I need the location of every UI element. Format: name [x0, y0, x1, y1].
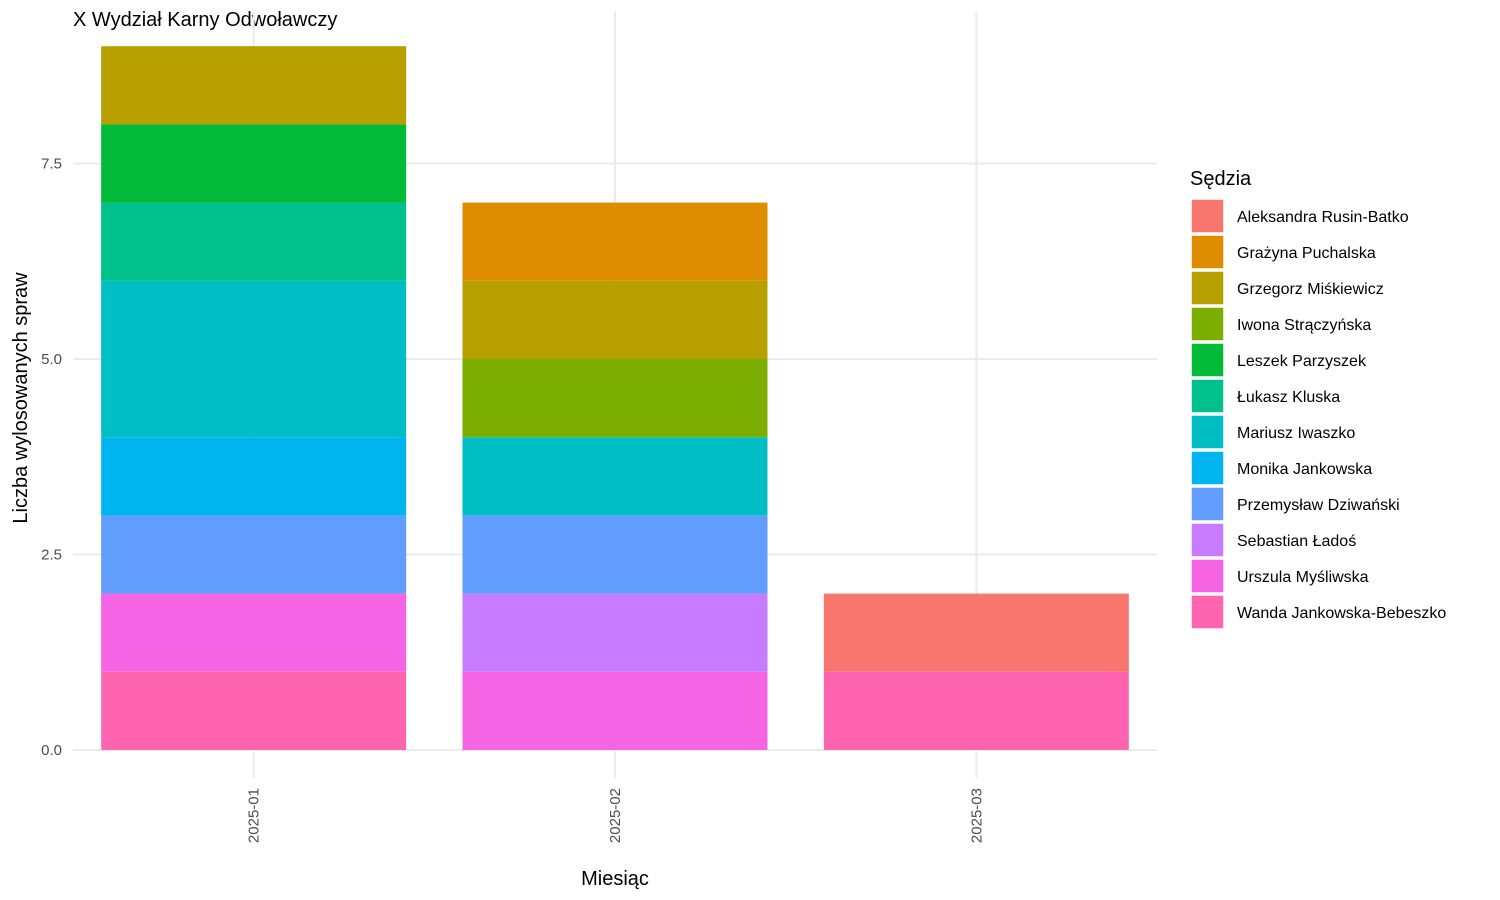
legend-label: Aleksandra Rusin-Batko — [1237, 209, 1409, 226]
legend-label: Grażyna Puchalska — [1237, 245, 1376, 262]
legend-key — [1190, 342, 1225, 378]
legend-key — [1190, 594, 1225, 630]
bar-segment — [462, 359, 768, 438]
legend-label: Urszula Myśliwska — [1237, 569, 1369, 586]
legend-label: Łukasz Kluska — [1237, 389, 1340, 406]
legend-label: Grzegorz Miśkiewicz — [1237, 281, 1384, 298]
x-tick-label: 2025-03 — [968, 788, 985, 843]
legend-key — [1190, 270, 1225, 306]
legend-key — [1190, 198, 1225, 234]
legend: Sędzia Aleksandra Rusin-Batko Grażyna Puc… — [1190, 168, 1446, 630]
bar-segment — [462, 593, 768, 672]
bar-segment — [101, 202, 407, 281]
legend-label: Wanda Jankowska-Bebeszko — [1237, 605, 1446, 622]
x-axis: 2025-01 2025-02 2025-03 — [246, 788, 986, 843]
bar-segment — [462, 515, 768, 594]
legend-label: Iwona Strączyńska — [1237, 317, 1371, 334]
x-tick-label: 2025-02 — [607, 788, 624, 843]
bar-segment — [101, 515, 407, 594]
bar-segment — [823, 671, 1129, 750]
y-axis-title: Liczba wylosowanych spraw — [10, 272, 32, 524]
legend-key — [1190, 522, 1225, 558]
bar-segment — [462, 671, 768, 750]
legend-label: Leszek Parzyszek — [1237, 353, 1367, 370]
legend-key — [1190, 234, 1225, 270]
legend-label: Przemysław Dziwański — [1237, 497, 1400, 514]
chart-title: X Wydział Karny Odwoławczy — [73, 9, 337, 31]
bar-segment — [101, 280, 407, 438]
y-tick-label: 5.0 — [41, 351, 62, 368]
bars — [101, 46, 1129, 750]
bar-segment — [462, 280, 768, 359]
y-tick-label: 2.5 — [41, 547, 62, 564]
legend-title: Sędzia — [1190, 168, 1252, 190]
x-axis-title: Miesiąc — [581, 868, 649, 890]
bar-segment — [823, 593, 1129, 672]
bar-segment — [101, 671, 407, 750]
y-axis: 0.0 2.5 5.0 7.5 — [41, 156, 62, 760]
legend-key — [1190, 558, 1225, 594]
bar-segment — [101, 593, 407, 672]
legend-label: Sebastian Ładoś — [1237, 533, 1356, 550]
bar-segment — [462, 202, 768, 281]
legend-key — [1190, 306, 1225, 342]
legend-key — [1190, 378, 1225, 414]
legend-key — [1190, 414, 1225, 450]
legend-label: Mariusz Iwaszko — [1237, 425, 1355, 442]
legend-key — [1190, 486, 1225, 522]
x-tick-label: 2025-01 — [246, 788, 263, 843]
bar-segment — [101, 124, 407, 203]
bar-segment — [101, 437, 407, 516]
y-tick-label: 7.5 — [41, 156, 62, 173]
legend-label: Monika Jankowska — [1237, 461, 1372, 478]
bar-segment — [101, 46, 407, 125]
bar-segment — [462, 437, 768, 516]
legend-key — [1190, 450, 1225, 486]
y-tick-label: 0.0 — [41, 742, 62, 759]
